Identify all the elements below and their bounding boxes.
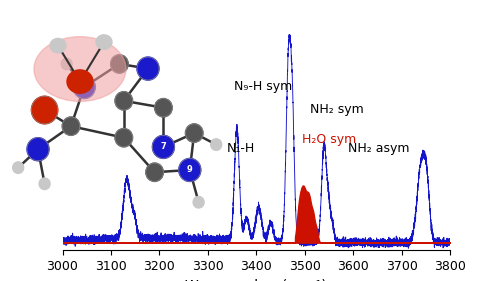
Circle shape <box>62 117 80 135</box>
Text: N₉-H sym: N₉-H sym <box>234 80 292 93</box>
Text: 9: 9 <box>187 166 192 175</box>
Circle shape <box>146 163 164 182</box>
Circle shape <box>50 38 66 53</box>
Text: 7: 7 <box>160 142 166 151</box>
Text: NH₂ asym: NH₂ asym <box>348 142 410 155</box>
Circle shape <box>152 135 174 158</box>
Circle shape <box>154 99 172 117</box>
Circle shape <box>61 58 72 70</box>
Circle shape <box>32 96 58 124</box>
Circle shape <box>73 76 95 99</box>
X-axis label: Wavenumber (cm⁻¹): Wavenumber (cm⁻¹) <box>186 278 327 281</box>
Circle shape <box>96 35 112 49</box>
Circle shape <box>110 55 128 73</box>
Circle shape <box>27 138 49 161</box>
Circle shape <box>193 196 204 208</box>
Circle shape <box>186 124 203 142</box>
Text: NH₂ sym: NH₂ sym <box>310 103 364 116</box>
Circle shape <box>210 139 222 150</box>
Circle shape <box>137 57 159 80</box>
Circle shape <box>179 158 201 182</box>
Circle shape <box>67 70 93 93</box>
Ellipse shape <box>34 37 126 101</box>
Circle shape <box>39 178 50 190</box>
Circle shape <box>115 92 132 110</box>
Text: H₂O sym: H₂O sym <box>302 133 356 146</box>
Circle shape <box>115 128 132 147</box>
Text: N₁-H: N₁-H <box>227 142 256 155</box>
Circle shape <box>12 162 24 173</box>
Text: 1: 1 <box>82 83 87 92</box>
